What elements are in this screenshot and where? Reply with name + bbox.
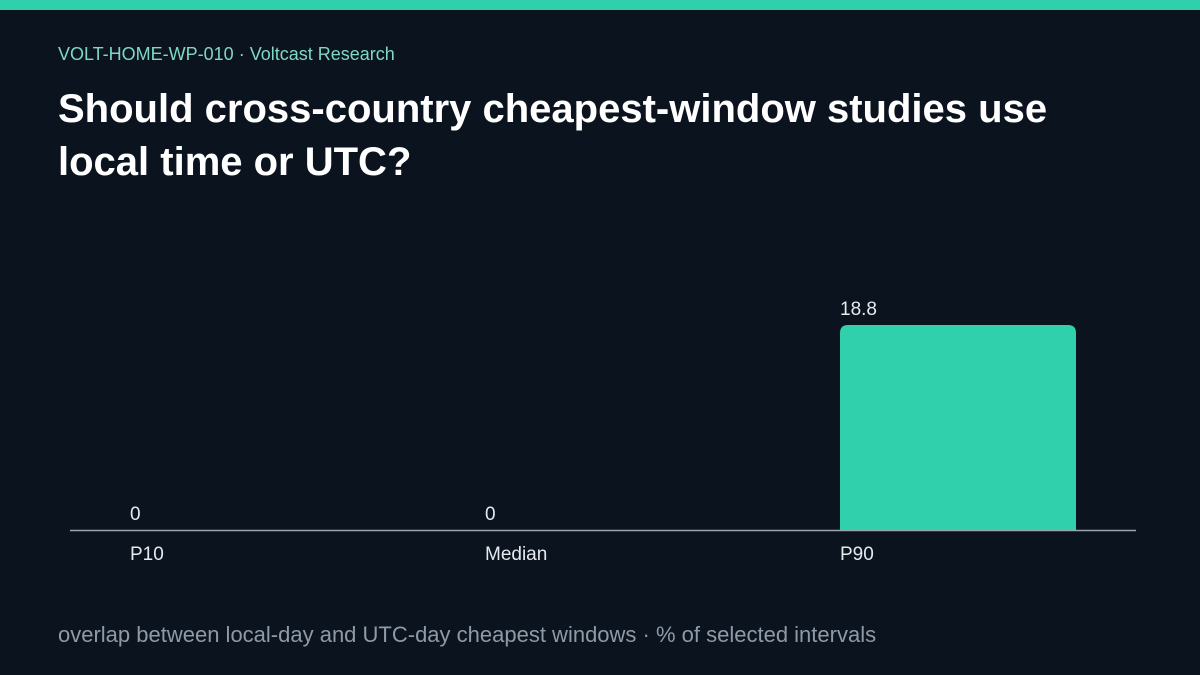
chart-caption: overlap between local-day and UTC-day ch… xyxy=(58,622,877,647)
page-title: Should cross-country cheapest-window stu… xyxy=(58,87,1048,184)
data-label-p10: 0 xyxy=(130,504,141,525)
data-label-p90: 18.8 xyxy=(840,299,877,320)
category-label-p10: P10 xyxy=(130,544,164,565)
data-label-median: 0 xyxy=(485,504,496,525)
bar-chart: 0 P10 0 Median 18.8 P90 xyxy=(70,299,1136,565)
bar-p90 xyxy=(840,325,1076,530)
accent-top-bar xyxy=(0,0,1200,10)
category-label-p90: P90 xyxy=(840,544,874,565)
category-label-median: Median xyxy=(485,544,547,565)
report-eyebrow: VOLT-HOME-WP-010 · Voltcast Research xyxy=(58,44,395,64)
